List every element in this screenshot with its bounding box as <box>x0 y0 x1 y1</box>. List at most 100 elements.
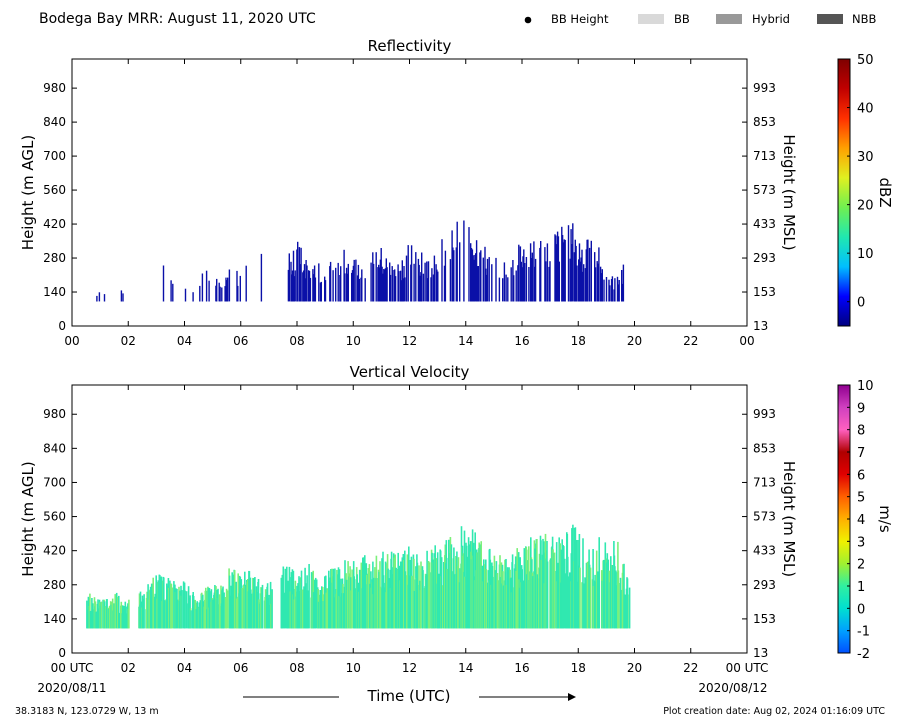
echo-bar <box>410 245 413 302</box>
echo-bar <box>572 223 574 302</box>
echo-bar <box>521 267 523 302</box>
echo-bar <box>185 591 188 629</box>
echo-bar <box>181 590 183 629</box>
echo-bar <box>251 593 253 629</box>
echo-bar <box>290 261 292 302</box>
legend-bb-swatch <box>638 14 664 24</box>
y-tick-label-right: 153 <box>753 285 776 299</box>
y-tick-label-right: 433 <box>753 544 776 558</box>
echo-bar <box>444 250 447 302</box>
echo-bar <box>603 279 605 302</box>
echo-bar <box>399 561 402 629</box>
echo-bar <box>426 261 428 302</box>
echo-bar <box>482 257 484 302</box>
echo-bar <box>410 264 412 302</box>
y-axis-label-right: Height (m MSL) <box>780 461 798 577</box>
echo-bar <box>228 269 231 302</box>
echo-bar <box>488 257 490 302</box>
echo-bar <box>418 565 420 629</box>
echo-bar <box>223 592 225 629</box>
echo-bar <box>170 583 173 629</box>
echo-bar <box>404 277 406 302</box>
y-tick-label: 0 <box>58 319 66 333</box>
echo-bar <box>567 225 570 302</box>
echo-bar <box>563 546 565 629</box>
echo-bar <box>298 591 301 629</box>
echo-bar <box>449 259 452 302</box>
echo-bar <box>312 592 315 629</box>
echo-bar <box>618 280 620 302</box>
echo-bar <box>452 247 454 302</box>
echo-bar <box>579 261 582 302</box>
y-tick-label: 560 <box>43 183 66 197</box>
colorbar-tick-label: 40 <box>857 102 874 117</box>
echo-bar <box>521 569 523 629</box>
y-tick-label-right: 293 <box>753 578 776 592</box>
echo-bar <box>601 269 603 302</box>
x-tick-label: 10 <box>346 334 361 348</box>
echo-bar <box>287 269 290 302</box>
echo-bar <box>313 274 315 302</box>
echo-bar <box>255 586 258 629</box>
echo-bar <box>254 577 256 629</box>
echo-bar <box>445 540 448 629</box>
echo-bar <box>616 276 619 302</box>
echo-bar <box>498 277 501 302</box>
echo-bar <box>362 557 365 629</box>
echo-bar <box>346 273 349 302</box>
echo-bar <box>571 244 573 302</box>
y-tick-label: 420 <box>43 544 66 558</box>
echo-bar <box>224 597 227 629</box>
echo-bar <box>580 257 582 302</box>
echo-bar <box>324 280 327 302</box>
echo-bar <box>386 267 388 302</box>
x-tick-label: 18 <box>571 334 586 348</box>
echo-bar <box>479 252 481 302</box>
echo-bar <box>518 244 520 302</box>
echo-bar <box>430 277 432 302</box>
echo-bar <box>324 576 326 629</box>
colorbar-tick-label: 4 <box>857 513 865 528</box>
echo-bar <box>116 596 119 629</box>
echo-bar <box>402 278 404 302</box>
x-tick-label: 14 <box>458 334 473 348</box>
echo-bar <box>619 577 622 629</box>
echo-bar <box>594 267 597 302</box>
echo-bar <box>554 234 556 302</box>
echo-bar <box>100 601 103 629</box>
colorbar-tick-label: 6 <box>857 468 865 483</box>
x-tick-label: 22 <box>683 661 698 675</box>
echo-bar <box>508 567 510 629</box>
echo-bar <box>605 277 608 302</box>
echo-bar <box>582 271 584 302</box>
y-tick-label-right: 573 <box>753 183 776 197</box>
colorbar-tick-label: 9 <box>857 401 865 416</box>
echo-bar <box>253 578 255 629</box>
echo-bar <box>237 285 239 302</box>
echo-bar <box>235 598 238 629</box>
colorbar-tick-label: -2 <box>857 647 870 662</box>
echo-bar <box>587 239 589 302</box>
echo-bar <box>152 596 155 629</box>
echo-bar <box>456 221 458 302</box>
y-tick-label: 700 <box>43 149 66 163</box>
panel-title: Vertical Velocity <box>350 363 470 381</box>
figure-title: Bodega Bay MRR: August 11, 2020 UTC <box>39 11 316 27</box>
echo-bar <box>413 591 416 629</box>
echo-bar <box>208 280 210 302</box>
echo-bar <box>582 538 584 629</box>
colorbar-tick-label: 5 <box>857 491 865 506</box>
echo-bar <box>441 239 443 302</box>
echo-bar <box>578 259 580 302</box>
echo-bar <box>573 252 576 302</box>
echo-bar <box>184 590 186 629</box>
colorbar-tick-label: 8 <box>857 424 865 439</box>
echo-bar <box>225 588 228 629</box>
echo-bar <box>459 242 461 302</box>
echo-bar <box>294 270 296 302</box>
x-tick-label: 08 <box>289 334 304 348</box>
echo-bar <box>457 557 460 629</box>
echo-bar <box>624 594 626 629</box>
echo-bar <box>581 582 583 629</box>
echo-bar <box>432 274 435 302</box>
